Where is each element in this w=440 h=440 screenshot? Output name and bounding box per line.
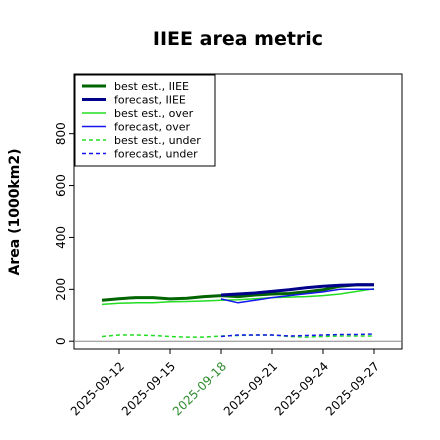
series-line-1: [220, 283, 374, 297]
y-tick-label: 600: [54, 174, 68, 197]
x-tick-label: 2025-09-24: [272, 359, 331, 418]
legend-label: best est., over: [114, 107, 194, 120]
series-line-2: [101, 288, 375, 306]
series-line-0: [101, 283, 374, 302]
x-axis: 2025-09-122025-09-152025-09-182025-09-21…: [68, 349, 382, 418]
y-tick-label: 200: [54, 278, 68, 301]
series-line-3: [220, 288, 374, 304]
y-axis: 0 200 400 600 800: [54, 122, 74, 345]
legend-label: forecast, under: [114, 148, 198, 161]
y-tick-label: 400: [54, 226, 68, 249]
y-tick-label: 0: [54, 337, 68, 345]
legend-label: best est., IIEE: [114, 80, 189, 93]
legend-box: [74, 74, 216, 167]
x-tick-label: 2025-09-12: [68, 359, 127, 418]
plot-frame: [73, 73, 403, 350]
series-line-5: [220, 333, 375, 338]
legend-label: forecast, IIEE: [114, 94, 186, 107]
y-axis-label: Area (1000km2): [7, 149, 23, 276]
x-tick-label: 2025-09-21: [221, 359, 280, 418]
chart-title: IIEE area metric: [153, 28, 323, 50]
x-tick-label: 2025-09-15: [119, 359, 178, 418]
legend-label: forecast, over: [114, 121, 190, 134]
y-tick-label: 800: [54, 122, 68, 145]
legend-label: best est., under: [114, 134, 201, 147]
plot-area: [74, 283, 402, 342]
x-tick-label: 2025-09-27: [323, 359, 382, 418]
x-tick-label: 2025-09-18: [170, 359, 229, 418]
